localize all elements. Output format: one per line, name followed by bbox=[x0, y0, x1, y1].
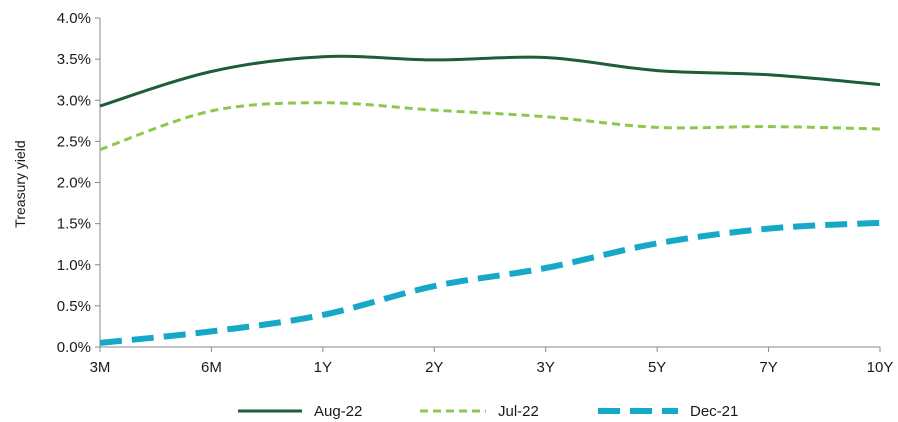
y-tick-label: 1.0% bbox=[57, 257, 91, 274]
series-lines bbox=[99, 54, 881, 346]
x-tick-label: 10Y bbox=[867, 359, 894, 376]
series-line-dec-21 bbox=[99, 219, 881, 346]
legend-label: Jul-22 bbox=[498, 403, 539, 420]
y-tick-label: 0.5% bbox=[57, 298, 91, 315]
y-tick-label: 0.0% bbox=[57, 339, 91, 356]
legend-label: Aug-22 bbox=[314, 403, 362, 420]
y-tick-label: 3.0% bbox=[57, 92, 91, 109]
axes bbox=[95, 17, 881, 352]
x-tick-label: 5Y bbox=[648, 359, 666, 376]
series-line-aug-22 bbox=[99, 54, 881, 108]
y-tick-label: 2.0% bbox=[57, 175, 91, 192]
y-tick-label: 2.5% bbox=[57, 133, 91, 150]
y-axis-tick-labels: 0.0% 0.5% 1.0% 1.5% 2.0% 2.5% 3.0% 3.5% 4.0% bbox=[57, 10, 91, 356]
x-tick-label: 6M bbox=[201, 359, 222, 376]
y-tick-label: 4.0% bbox=[57, 10, 91, 27]
legend-label: Dec-21 bbox=[690, 403, 738, 420]
x-tick-label: 1Y bbox=[314, 359, 332, 376]
y-tick-label: 3.5% bbox=[57, 51, 91, 68]
x-tick-label: 2Y bbox=[425, 359, 443, 376]
x-tick-label: 7Y bbox=[759, 359, 777, 376]
series-line-jul-22 bbox=[99, 101, 881, 152]
x-tick-label: 3M bbox=[90, 359, 111, 376]
legend: Aug-22 Jul-22 Dec-21 bbox=[238, 403, 738, 420]
x-tick-label: 3Y bbox=[537, 359, 555, 376]
y-axis-title: Treasury yield bbox=[12, 140, 28, 227]
x-axis-tick-labels: 3M 6M 1Y 2Y 3Y 5Y 7Y 10Y bbox=[90, 359, 894, 376]
y-tick-label: 1.5% bbox=[57, 216, 91, 233]
